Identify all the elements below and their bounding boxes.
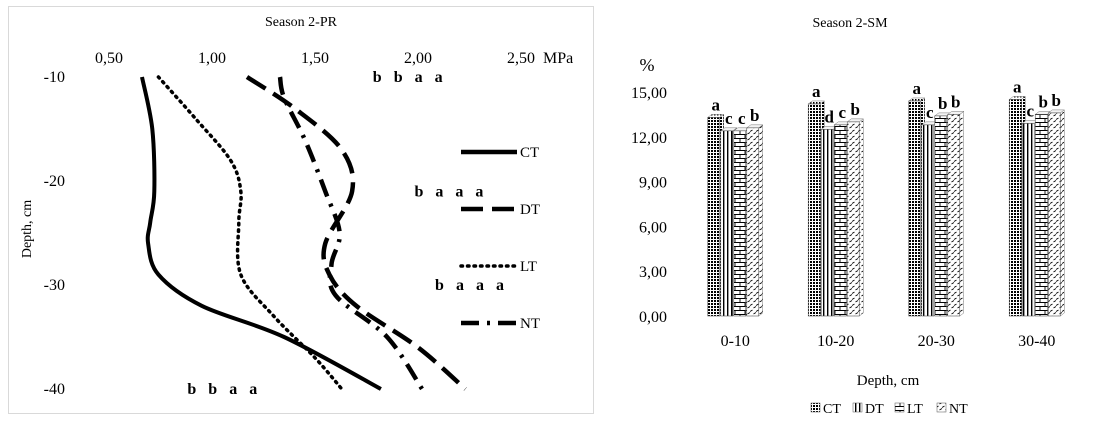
legend-label-dt: DT (520, 202, 540, 218)
bar-significance-letter: a (812, 82, 821, 101)
x-tick-label: 20-30 (918, 333, 955, 350)
bar-front (746, 127, 760, 317)
bar-front (1021, 123, 1035, 317)
bar-front (733, 130, 747, 317)
x-tick-label: 0,50 (95, 50, 123, 67)
bar-front (1008, 99, 1022, 317)
bar-significance-letter: d (825, 107, 835, 126)
chart-title: Season 2-PR (265, 15, 338, 30)
bar-front (1047, 112, 1061, 317)
x-tick-label: 2,00 (404, 50, 432, 67)
bar-side (758, 124, 763, 317)
y-tick-label: 9,00 (639, 175, 667, 192)
bar-significance-letter: c (738, 109, 746, 128)
y-tick-label: 12,00 (631, 130, 667, 147)
legend-label-lt: LT (907, 402, 923, 417)
legend-label-dt: DT (865, 402, 884, 417)
legend-label-ct: CT (823, 402, 841, 417)
chart-panel-season-2-sm: Season 2-SM % Depth, cm 0,00 3,00 6,00 9,00… (603, 6, 1097, 420)
y-tick-label: -20 (44, 173, 65, 190)
legend-swatch-ct (810, 402, 821, 413)
significance-letters: b a a a (435, 277, 504, 294)
bar-significance-letter: b (951, 92, 960, 111)
x-tick-label: 1,00 (198, 50, 226, 67)
x-axis-unit-label: MPa (543, 50, 573, 67)
bar-nt-10-20 (846, 118, 864, 317)
significance-letters: b a a a (414, 183, 483, 200)
bar-significance-letter: a (913, 79, 922, 98)
bar-significance-letter: b (1052, 91, 1061, 110)
bar-front (1034, 114, 1048, 317)
legend-swatch-dt (852, 402, 863, 413)
bar-front (807, 103, 821, 317)
chart-panel-season-2-pr: Season 2-PR Depth, cm MPa 0,50 1,00 1,50 2,… (8, 6, 594, 414)
y-tick-label: 6,00 (639, 219, 667, 236)
bar-significance-letter: b (851, 100, 860, 119)
bar-side (1060, 109, 1065, 317)
legend-swatch-nt (936, 402, 947, 413)
bar-nt-20-30 (947, 110, 965, 317)
line-chart-svg: Season 2-PR Depth, cm MPa 0,50 1,00 1,50 2,… (20, 15, 573, 398)
x-tick-label: 2,50 (507, 50, 535, 67)
bar-significance-letter: a (1013, 77, 1022, 96)
legend-label-lt: LT (520, 259, 537, 275)
legend-swatch-lt (894, 402, 905, 413)
y-tick-label: 15,00 (631, 85, 667, 102)
x-axis-label: Depth, cm (857, 373, 920, 389)
series-line-ct (140, 76, 382, 391)
bar-front (846, 121, 860, 317)
bar-side (859, 118, 864, 317)
bar-front (833, 124, 847, 317)
bar-front (707, 117, 721, 317)
bar-nt-0-10 (746, 124, 764, 317)
legend-label-ct: CT (520, 145, 539, 161)
x-tick-label: 30-40 (1018, 333, 1055, 350)
y-tick-label: -10 (44, 69, 65, 86)
y-axis-label: Depth, cm (20, 200, 35, 258)
bar-side (959, 110, 964, 317)
y-tick-label: 0,00 (639, 309, 667, 326)
bar-front (908, 100, 922, 317)
bar-front (720, 130, 734, 317)
bar-significance-letter: c (1026, 101, 1034, 120)
x-tick-label: 0-10 (721, 333, 750, 350)
bar-front (934, 115, 948, 317)
x-tick-label: 1,50 (301, 50, 329, 67)
significance-letters: b b a a (373, 69, 443, 86)
bar-significance-letter: b (750, 106, 759, 125)
y-tick-label: -30 (44, 277, 65, 294)
significance-letters: b b a a (187, 381, 257, 398)
bar-significance-letter: c (926, 103, 934, 122)
legend-label-nt: NT (520, 316, 540, 332)
legend-label-nt: NT (949, 402, 968, 417)
bar-front (947, 114, 961, 317)
bar-significance-letter: c (838, 103, 846, 122)
bar-chart-svg: Season 2-SM % Depth, cm 0,00 3,00 6,00 9,00… (631, 16, 1065, 417)
series-line-lt (156, 75, 344, 391)
bar-significance-letter: c (725, 109, 733, 128)
y-axis-unit-label: % (640, 55, 655, 75)
x-tick-label: 10-20 (817, 333, 854, 350)
bar-nt-30-40 (1047, 109, 1065, 317)
y-tick-label: 3,00 (639, 264, 667, 281)
chart-title: Season 2-SM (812, 16, 888, 31)
series-line-dt (245, 75, 467, 391)
bar-significance-letter: b (938, 94, 947, 113)
y-tick-label: -40 (44, 381, 65, 398)
bar-significance-letter: a (712, 95, 721, 114)
bar-front (921, 124, 935, 317)
bar-front (820, 129, 834, 317)
bar-significance-letter: b (1039, 92, 1048, 111)
